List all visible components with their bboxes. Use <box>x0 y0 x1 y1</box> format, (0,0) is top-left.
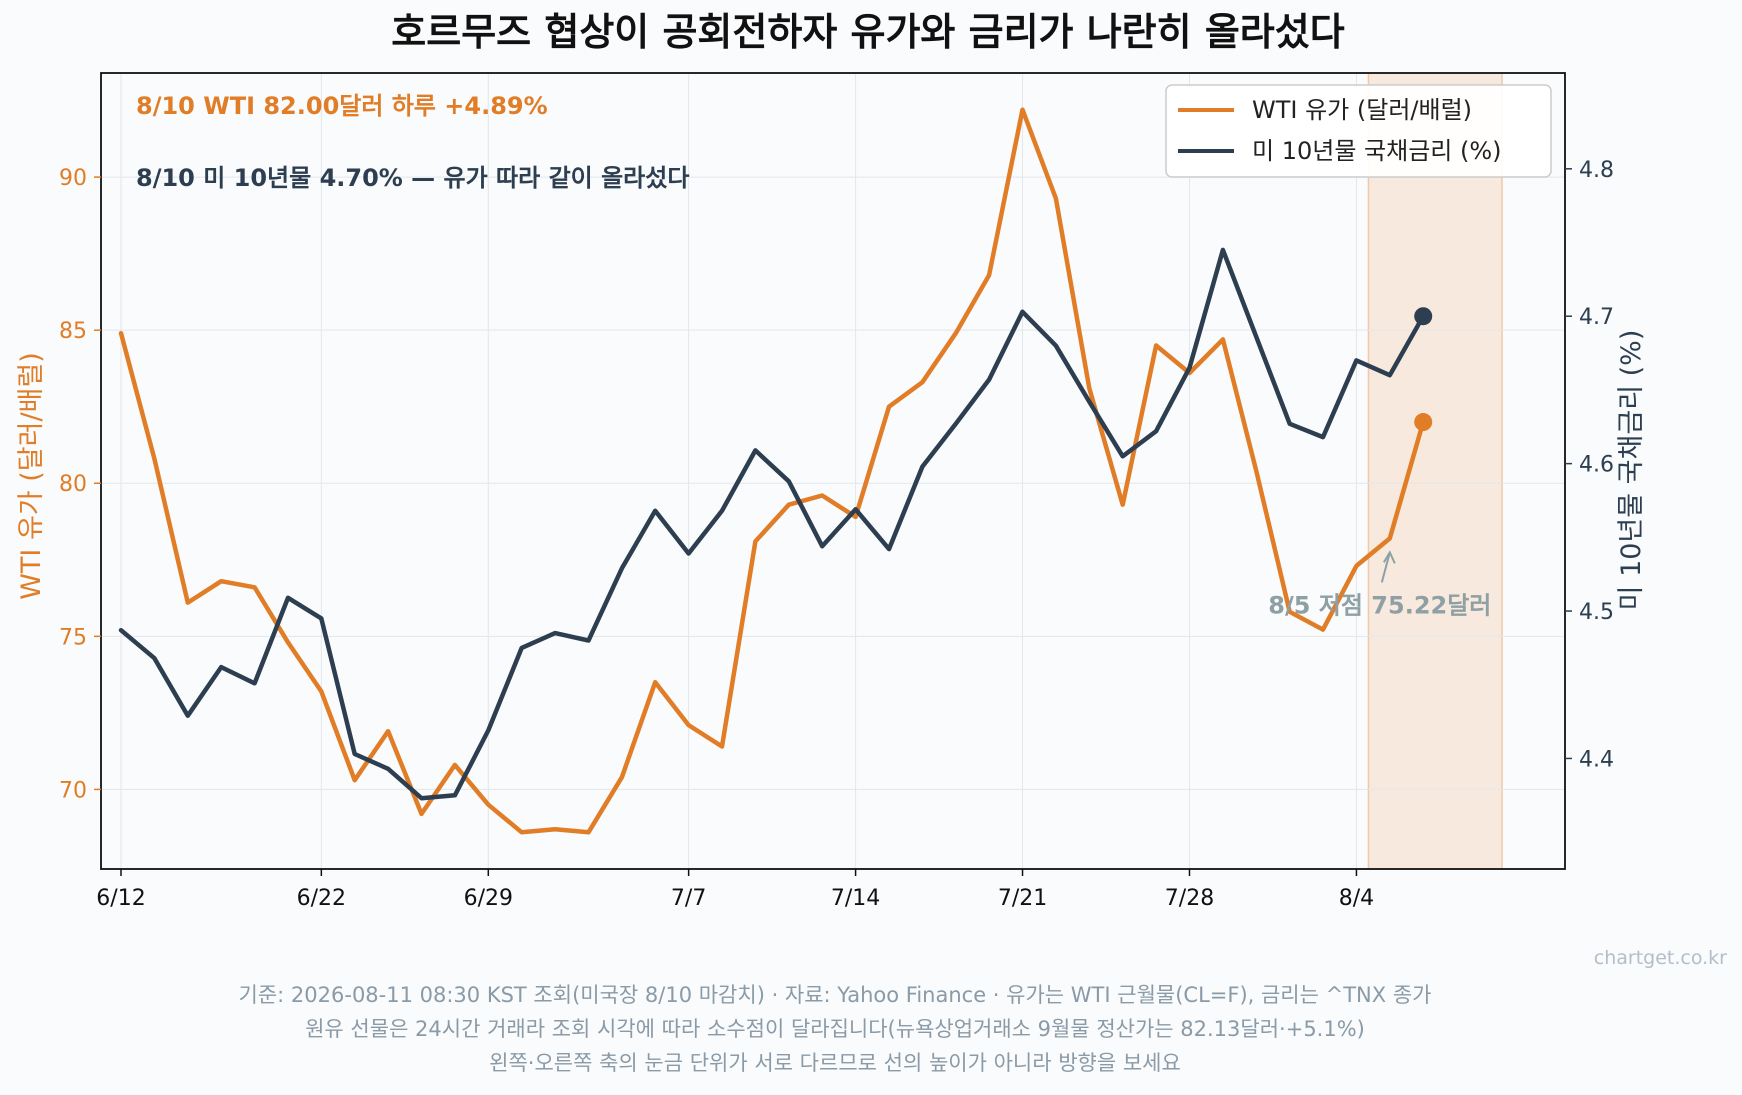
x-tick-label: 8/4 <box>1339 886 1374 911</box>
y-right-tick-label: 4.4 <box>1579 747 1614 772</box>
wti-line <box>118 107 1426 835</box>
x-tick-label: 7/7 <box>671 886 706 911</box>
x-tick-label: 6/12 <box>96 886 145 911</box>
plot-area <box>101 73 1565 869</box>
low-point-arrow <box>1380 552 1391 583</box>
footer-line-1: 기준: 2026-08-11 08:30 KST 조회(미국장 8/10 마감치… <box>239 983 1432 1007</box>
footer-line-3: 왼쪽·오른쪽 축의 눈금 단위가 서로 다르므로 선의 높이가 아니라 방향을 … <box>489 1051 1181 1075</box>
low-point-arrowhead <box>1382 550 1396 564</box>
y-left-tick-label: 85 <box>59 319 87 344</box>
gridlines <box>101 73 1565 869</box>
y-left-tick-label: 70 <box>59 778 87 803</box>
y-right-tick-label: 4.7 <box>1579 305 1614 330</box>
highlight-band <box>1367 73 1503 869</box>
wti-end-marker <box>1414 413 1433 432</box>
plot-background <box>101 73 1565 869</box>
y-right-tick-label: 4.6 <box>1579 453 1614 478</box>
y-left-ticks: 70 75 80 85 90 <box>59 166 101 803</box>
x-tick-label: 7/28 <box>1165 886 1214 911</box>
rate-line <box>118 247 1426 801</box>
y-left-tick-label: 80 <box>59 472 87 497</box>
end-markers <box>1414 307 1433 432</box>
y-left-tick-label: 75 <box>59 625 87 650</box>
wti-headline-annotation: 8/10 WTI 82.00달러 하루 +4.89% <box>136 92 548 120</box>
x-tick-label: 7/14 <box>831 886 880 911</box>
chart-title: 호르무즈 협상이 공회전하자 유가와 금리가 나란히 올라섰다 <box>391 10 1344 54</box>
series-lines <box>118 107 1426 835</box>
y-right-tick-label: 4.5 <box>1579 600 1614 625</box>
legend-label-wti: WTI 유가 (달러/배럴) <box>1252 96 1472 124</box>
legend-label-rate: 미 10년물 국채금리 (%) <box>1252 137 1502 165</box>
y-right-axis-label: 미 10년물 국채금리 (%) <box>1616 330 1647 611</box>
highlight-rect <box>1368 73 1503 869</box>
y-left-tick-label: 90 <box>59 166 87 191</box>
rate-headline-annotation: 8/10 미 10년물 4.70% — 유가 따라 같이 올라섰다 <box>136 164 689 192</box>
legend-box <box>1165 84 1552 178</box>
axes-frame <box>100 72 1566 870</box>
y-left-axis-label: WTI 유가 (달러/배럴) <box>16 352 47 600</box>
y-right-ticks: 4.4 4.5 4.6 4.7 4.8 <box>1565 158 1614 772</box>
x-tick-label: 7/21 <box>998 886 1047 911</box>
watermark: chartget.co.kr <box>1594 947 1727 969</box>
footer-line-2: 원유 선물은 24시간 거래라 조회 시각에 따라 소수점이 달라집니다(뉴욕상… <box>305 1017 1365 1041</box>
rate-end-marker <box>1414 307 1433 326</box>
x-tick-label: 6/29 <box>464 886 513 911</box>
legend: WTI 유가 (달러/배럴) 미 10년물 국채금리 (%) <box>1165 84 1552 178</box>
low-point-annotation: 8/5 저점 75.22달러 <box>1268 550 1491 619</box>
x-axis-ticks: 6/12 6/22 6/29 7/7 7/14 7/21 7/28 8/4 <box>96 869 1374 911</box>
y-right-tick-label: 4.8 <box>1579 158 1614 183</box>
low-point-label: 8/5 저점 75.22달러 <box>1268 591 1491 619</box>
x-tick-label: 6/22 <box>297 886 346 911</box>
axes <box>100 72 1566 870</box>
